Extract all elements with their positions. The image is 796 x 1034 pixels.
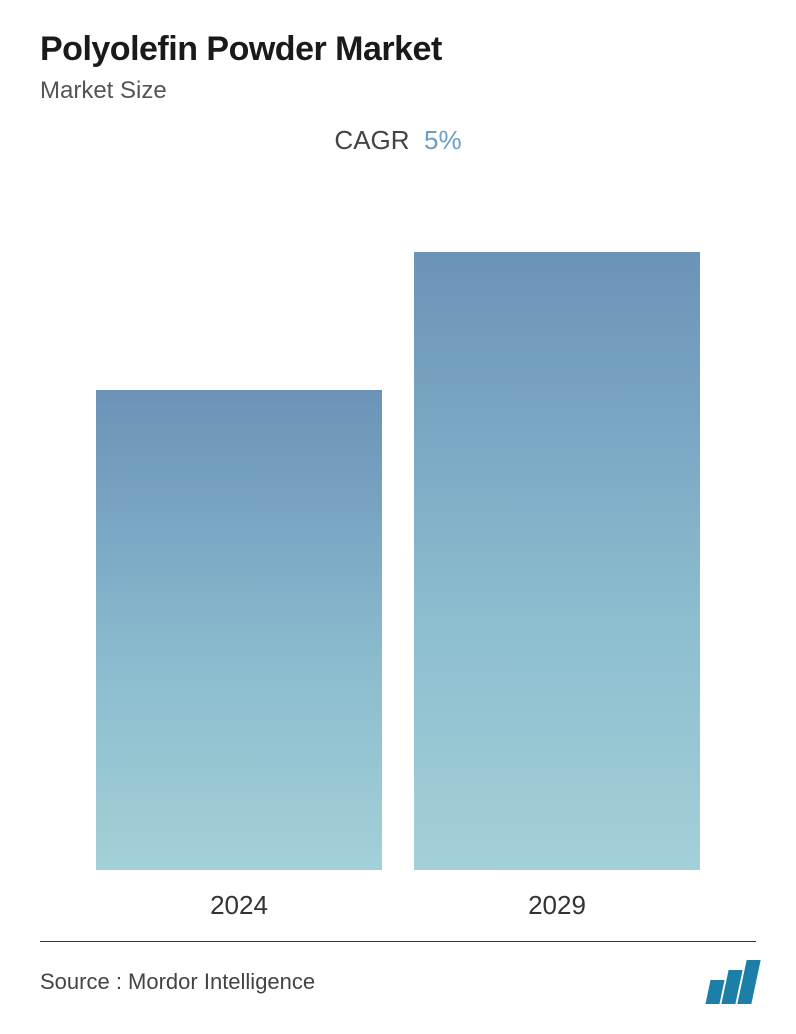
bar-label-1: 2029 [528,890,586,921]
cagr-label: CAGR [334,125,409,155]
brand-logo-icon [708,960,756,1004]
bar-chart: 2024 2029 [40,186,756,921]
logo-bars-icon [708,960,756,1004]
cagr-value: 5% [424,125,462,155]
bar-1 [414,252,700,870]
chart-container: Polyolefin Powder Market Market Size CAG… [0,0,796,1034]
subtitle: Market Size [40,77,756,105]
source-text: Source : Mordor Intelligence [40,969,315,995]
cagr-row: CAGR 5% [40,125,756,156]
bar-0 [96,390,382,870]
page-title: Polyolefin Powder Market [40,30,756,69]
bar-group-1: 2029 [414,252,700,921]
bar-label-0: 2024 [210,890,268,921]
bar-group-0: 2024 [96,390,382,921]
logo-bar [737,960,760,1004]
footer: Source : Mordor Intelligence [40,941,756,1004]
